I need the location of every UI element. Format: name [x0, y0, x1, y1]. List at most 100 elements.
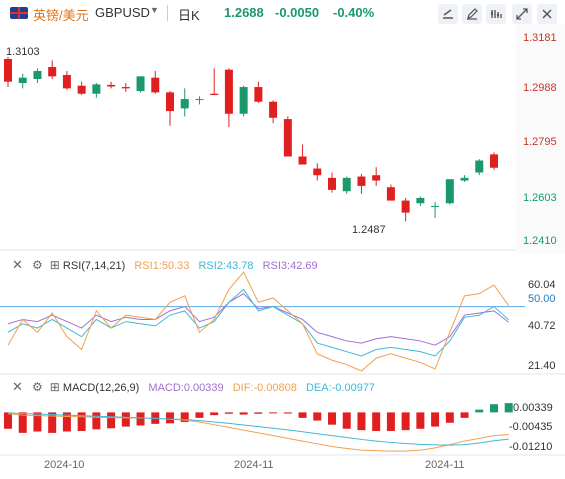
close-panel-icon[interactable]: ✕	[12, 379, 23, 394]
candle-up	[239, 87, 248, 114]
macd-bar-down	[195, 412, 204, 418]
candle-down	[210, 93, 219, 96]
macd-bar-down	[416, 412, 425, 429]
macd-bar-down	[224, 412, 233, 414]
macd-bar-down	[401, 412, 410, 431]
divider	[167, 5, 168, 21]
rsi1-value: RSI1:50.33	[134, 260, 190, 272]
gear-icon[interactable]: ⚙	[31, 380, 43, 394]
rsi2-line	[7, 288, 510, 357]
close-panel-icon[interactable]: ✕	[12, 257, 23, 272]
candle-up	[475, 160, 484, 173]
macd-tick: -0.00435	[509, 421, 553, 433]
expand-button[interactable]	[512, 4, 532, 24]
add-icon[interactable]: ⊞	[49, 380, 60, 394]
macd-bar-down	[77, 412, 86, 431]
macd-bar-down	[357, 412, 366, 431]
candle-down	[313, 168, 322, 176]
period-selector[interactable]: 日K	[178, 8, 200, 23]
dif-value: DIF:-0.00808	[232, 382, 297, 394]
candle-up	[180, 99, 189, 109]
price-change-pct: -0.40%	[333, 5, 375, 20]
macd-bar-down	[431, 412, 440, 427]
rsi-header: ✕ ⚙ ⊞ RSI(7,14,21) RSI1:50.33 RSI2:43.78…	[12, 257, 318, 273]
macd-bar-down	[48, 412, 57, 433]
candle-down	[107, 84, 116, 87]
macd-bar-down	[313, 412, 322, 421]
rsi3-value: RSI3:42.69	[262, 260, 318, 272]
rsi-tick: 21.40	[528, 360, 556, 372]
price-tick: 1.2603	[523, 192, 557, 204]
expand-icon	[516, 8, 528, 20]
rsi2-value: RSI2:43.78	[198, 260, 254, 272]
macd-bar-up	[475, 409, 484, 413]
rsi-title: RSI(7,14,21)	[62, 260, 126, 272]
candle-down	[401, 200, 410, 213]
macd-bar-down	[121, 412, 130, 427]
price-tick: 1.2410	[523, 235, 557, 247]
candle-up	[445, 179, 454, 204]
candle-down	[386, 187, 395, 201]
macd-bar-down	[4, 412, 12, 429]
macd-bar-down	[342, 412, 351, 429]
candle-up	[416, 197, 425, 204]
macd-bar-down	[372, 412, 381, 431]
candle-down	[254, 87, 263, 102]
macd-title: MACD(12,26,9)	[62, 382, 140, 394]
price-tick: 1.2988	[523, 82, 557, 94]
candle-up	[431, 205, 440, 207]
close-button[interactable]	[537, 4, 557, 24]
low-price-label: 1.2487	[352, 224, 386, 236]
pencil-icon	[467, 8, 478, 20]
macd-bar-down	[62, 412, 71, 432]
macd-bar-down	[298, 412, 307, 418]
macd-bar-down	[92, 412, 101, 430]
candle-down	[372, 175, 381, 181]
macd-bar-down	[328, 412, 336, 425]
symbol-code[interactable]: GBPUSD	[95, 5, 150, 20]
high-price-label: 1.3103	[6, 46, 40, 58]
macd-bar-down	[460, 412, 469, 418]
candle-down	[298, 156, 307, 165]
draw-line-button[interactable]	[438, 4, 458, 24]
add-icon[interactable]: ⊞	[49, 258, 60, 272]
symbol-name[interactable]: 英镑/美元	[33, 8, 89, 23]
last-price: 1.2688	[224, 5, 264, 20]
gear-icon[interactable]: ⚙	[31, 258, 43, 272]
macd-bar-down	[33, 412, 42, 432]
chart-header: 英镑/美元 GBPUSD ▼ 日K 1.2688 -0.0050 -0.40%	[0, 0, 565, 26]
candle-down	[121, 87, 130, 89]
candle-up	[92, 84, 101, 94]
x-axis-label: 2024-11	[234, 459, 274, 471]
candle-down	[4, 58, 12, 82]
candle-down	[62, 75, 71, 89]
dif-line	[7, 413, 509, 452]
macd-bar-down	[136, 412, 145, 426]
x-axis-label: 2024-10	[44, 459, 85, 471]
macd-header: ✕ ⚙ ⊞ MACD(12,26,9) MACD:0.00339 DIF:-0.…	[12, 379, 375, 395]
macd-bar-down	[18, 412, 27, 433]
rsi-tick: 50.00	[528, 293, 556, 305]
pencil-button[interactable]	[462, 4, 482, 24]
candle-up	[342, 177, 351, 192]
macd-bar-down	[107, 412, 116, 429]
price-change: -0.0050	[275, 5, 320, 20]
rsi3-line	[7, 293, 510, 346]
candle-down	[328, 177, 336, 190]
rsi-tick: 60.04	[528, 279, 556, 291]
indicator-settings-button[interactable]	[486, 4, 506, 24]
macd-tick: -0.01210	[509, 441, 553, 453]
candle-up	[195, 99, 204, 101]
candle-down	[269, 101, 278, 118]
close-icon	[542, 9, 552, 19]
macd-bar-down	[180, 412, 189, 422]
candle-up	[460, 177, 469, 181]
macd-bar-down	[166, 412, 174, 424]
candle-up	[33, 71, 42, 80]
macd-bar-up	[490, 404, 498, 413]
gbp-flag-icon	[10, 7, 28, 19]
candle-down	[224, 69, 233, 114]
macd-bar-up	[504, 403, 513, 413]
symbol-dropdown-icon[interactable]: ▼	[150, 5, 159, 15]
